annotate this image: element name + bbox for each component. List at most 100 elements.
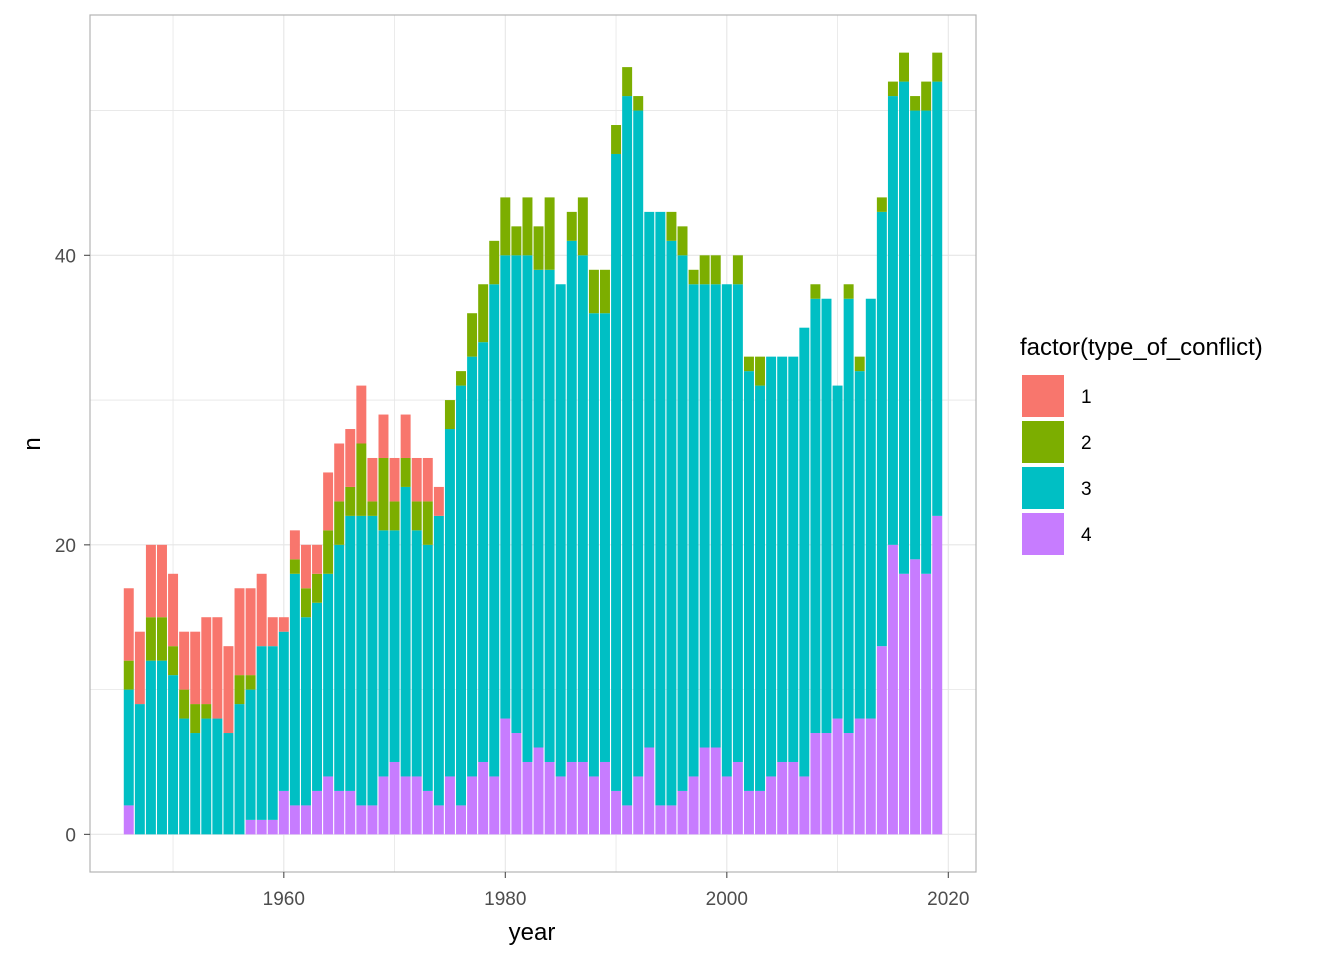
bar-segment-type-2: [843, 284, 854, 299]
bar-segment-type-3: [467, 356, 478, 777]
bar-segment-type-2: [334, 501, 345, 545]
bar-segment-type-3: [788, 356, 799, 762]
bar-segment-type-3: [799, 327, 810, 777]
legend-label-3: 3: [1081, 479, 1092, 500]
bar-segment-type-2: [921, 81, 932, 111]
bar-segment-type-4: [788, 761, 799, 835]
bar-segment-type-1: [345, 429, 356, 487]
bar-segment-type-3: [577, 255, 588, 762]
bar-segment-type-3: [876, 211, 887, 647]
bar-segment-type-1: [389, 457, 400, 502]
panel-border: [89, 14, 977, 873]
bar-segment-type-3: [334, 544, 345, 791]
bar-segment-type-1: [145, 544, 156, 618]
bar-segment-type-2: [345, 486, 356, 516]
legend-title: factor(type_of_conflict): [1020, 334, 1263, 361]
bar-segment-type-3: [544, 269, 555, 762]
bar-segment-type-2: [289, 559, 300, 574]
bar-segment-type-3: [278, 631, 289, 791]
bar-segment-type-3: [688, 284, 699, 777]
bar-segment-type-2: [699, 255, 710, 285]
bars: [123, 52, 943, 835]
bar-segment-type-4: [267, 819, 278, 835]
bar-segment-type-2: [400, 457, 411, 487]
bar-segment-type-3: [555, 284, 566, 777]
bar-segment-type-3: [899, 81, 909, 574]
bar-segment-type-4: [644, 747, 655, 835]
bar-segment-type-1: [433, 486, 444, 516]
bar-segment-type-3: [921, 110, 932, 574]
bar-segment-type-3: [256, 646, 267, 820]
bar-segment-type-3: [134, 704, 145, 835]
bar-segment-type-3: [356, 515, 367, 806]
bar-segment-type-1: [323, 472, 334, 531]
bar-segment-type-4: [777, 761, 788, 835]
bar-segment-type-3: [312, 602, 323, 791]
bar-segment-type-4: [755, 790, 766, 835]
bar-segment-type-3: [766, 356, 777, 777]
bar-segment-type-3: [245, 689, 256, 820]
bar-segment-type-3: [345, 515, 356, 791]
bar-segment-type-4: [256, 819, 267, 835]
legend-key-1: [1022, 375, 1064, 417]
bar-segment-type-4: [323, 776, 334, 835]
bar-segment-type-1: [267, 617, 278, 647]
bar-segment-type-2: [910, 96, 921, 111]
bar-segment-type-1: [245, 588, 256, 676]
bar-segment-type-1: [278, 617, 289, 632]
bar-segment-type-4: [655, 805, 666, 835]
x-tick-label: 2020: [927, 889, 969, 910]
x-axis-title: year: [509, 919, 556, 946]
x-tick-label: 1980: [484, 889, 526, 910]
bar-segment-type-4: [533, 747, 544, 835]
bar-segment-type-2: [876, 197, 887, 212]
bar-segment-type-1: [400, 414, 411, 458]
bar-segment-type-2: [456, 371, 466, 386]
bar-segment-type-4: [544, 761, 555, 835]
bar-segment-type-3: [489, 284, 500, 777]
bar-segment-type-3: [699, 284, 710, 748]
bar-segment-type-4: [300, 805, 311, 835]
bar-segment-type-4: [721, 776, 732, 835]
bar-segment-type-3: [323, 573, 334, 777]
bar-segment-type-1: [289, 530, 300, 560]
bar-segment-type-1: [300, 544, 311, 589]
bar-segment-type-3: [367, 515, 378, 806]
bar-segment-type-4: [854, 718, 865, 835]
bar-segment-type-3: [444, 429, 455, 777]
bar-segment-type-4: [500, 718, 511, 835]
bar-segment-type-2: [478, 284, 489, 343]
bar-segment-type-4: [289, 805, 300, 835]
bar-segment-type-2: [201, 704, 212, 719]
bar-segment-type-4: [932, 515, 943, 835]
bar-segment-type-2: [444, 400, 455, 430]
bar-segment-type-3: [588, 313, 599, 777]
bar-segment-type-3: [223, 733, 234, 835]
bar-segment-type-1: [312, 544, 323, 574]
bar-segment-type-1: [190, 631, 201, 705]
bar-segment-type-3: [865, 298, 876, 719]
bar-segment-type-3: [843, 298, 854, 734]
bar-segment-type-4: [278, 790, 289, 835]
bar-segment-type-2: [245, 675, 256, 690]
bar-segment-type-4: [489, 776, 500, 835]
bar-segment-type-3: [411, 530, 422, 777]
bar-segment-type-4: [876, 646, 887, 835]
bar-segment-type-3: [378, 530, 389, 777]
legend-key-3: [1022, 467, 1064, 509]
bar-segment-type-4: [899, 573, 909, 835]
bar-segment-type-4: [511, 733, 522, 835]
bar-segment-type-2: [887, 81, 898, 97]
bar-segment-type-2: [577, 197, 588, 256]
bar-segment-type-2: [511, 226, 522, 256]
bar-segment-type-1: [201, 617, 212, 705]
bar-segment-type-3: [145, 660, 156, 835]
bar-segment-type-3: [389, 530, 400, 762]
bar-segment-type-3: [622, 96, 633, 806]
bar-segment-type-3: [456, 385, 466, 806]
bar-segment-type-1: [223, 646, 234, 734]
bar-segment-type-4: [123, 805, 134, 835]
bar-segment-type-4: [433, 805, 444, 835]
bar-segment-type-4: [743, 790, 754, 835]
